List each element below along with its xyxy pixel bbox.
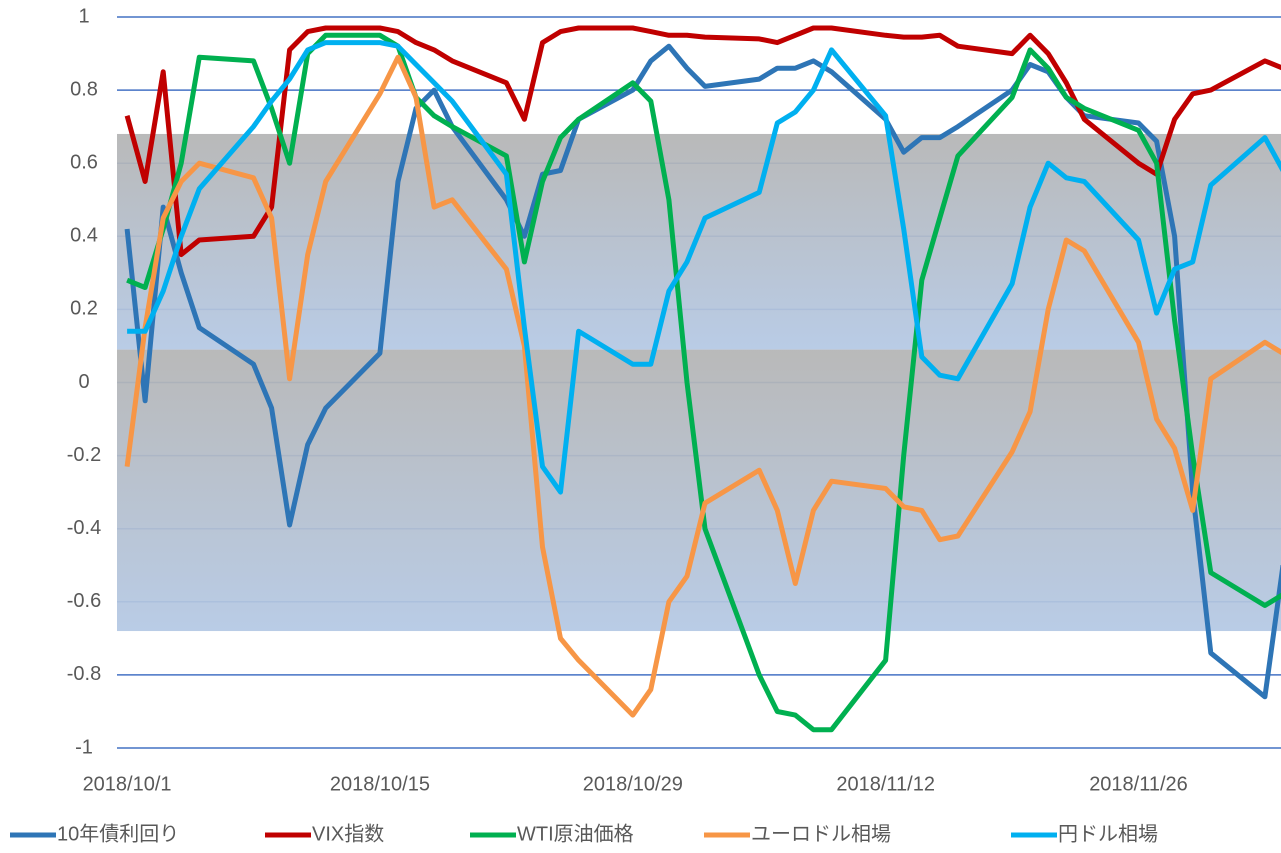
y-tick-label: 1 [78,5,89,27]
y-tick-label: -0.8 [67,663,101,685]
legend-label: 10年債利回り [57,822,179,845]
series-line [126,32,1281,733]
series-line [124,25,1281,258]
y-tick-label: -0.2 [67,444,101,466]
y-tick-label: -1 [75,736,93,758]
legend-label: WTI原油価格 [517,822,634,845]
legend-label: 円ドル相場 [1058,822,1158,845]
y-tick-label: 0.4 [70,225,98,247]
x-tick-label: 2018/10/29 [583,773,683,795]
band [117,133,1281,350]
x-tick-label: 2018/10/1 [83,773,172,795]
series-line [124,54,1281,718]
plot-area [124,25,1281,733]
x-tick-label: 2018/11/12 [836,773,935,795]
y-tick-label: -0.4 [67,517,101,539]
y-tick-label: 0.8 [70,78,98,100]
y-tick-label: -0.6 [67,590,101,612]
legend-label: VIX指数 [312,822,384,845]
series-line [127,40,1281,495]
y-tick-label: 0.6 [70,151,98,173]
y-tick-label: 0.2 [70,298,98,320]
x-tick-label: 2018/10/15 [330,773,430,795]
x-tick-label: 2018/11/26 [1089,773,1188,795]
y-tick-label: 0 [78,371,89,393]
legend-label: ユーロドル相場 [751,822,891,845]
